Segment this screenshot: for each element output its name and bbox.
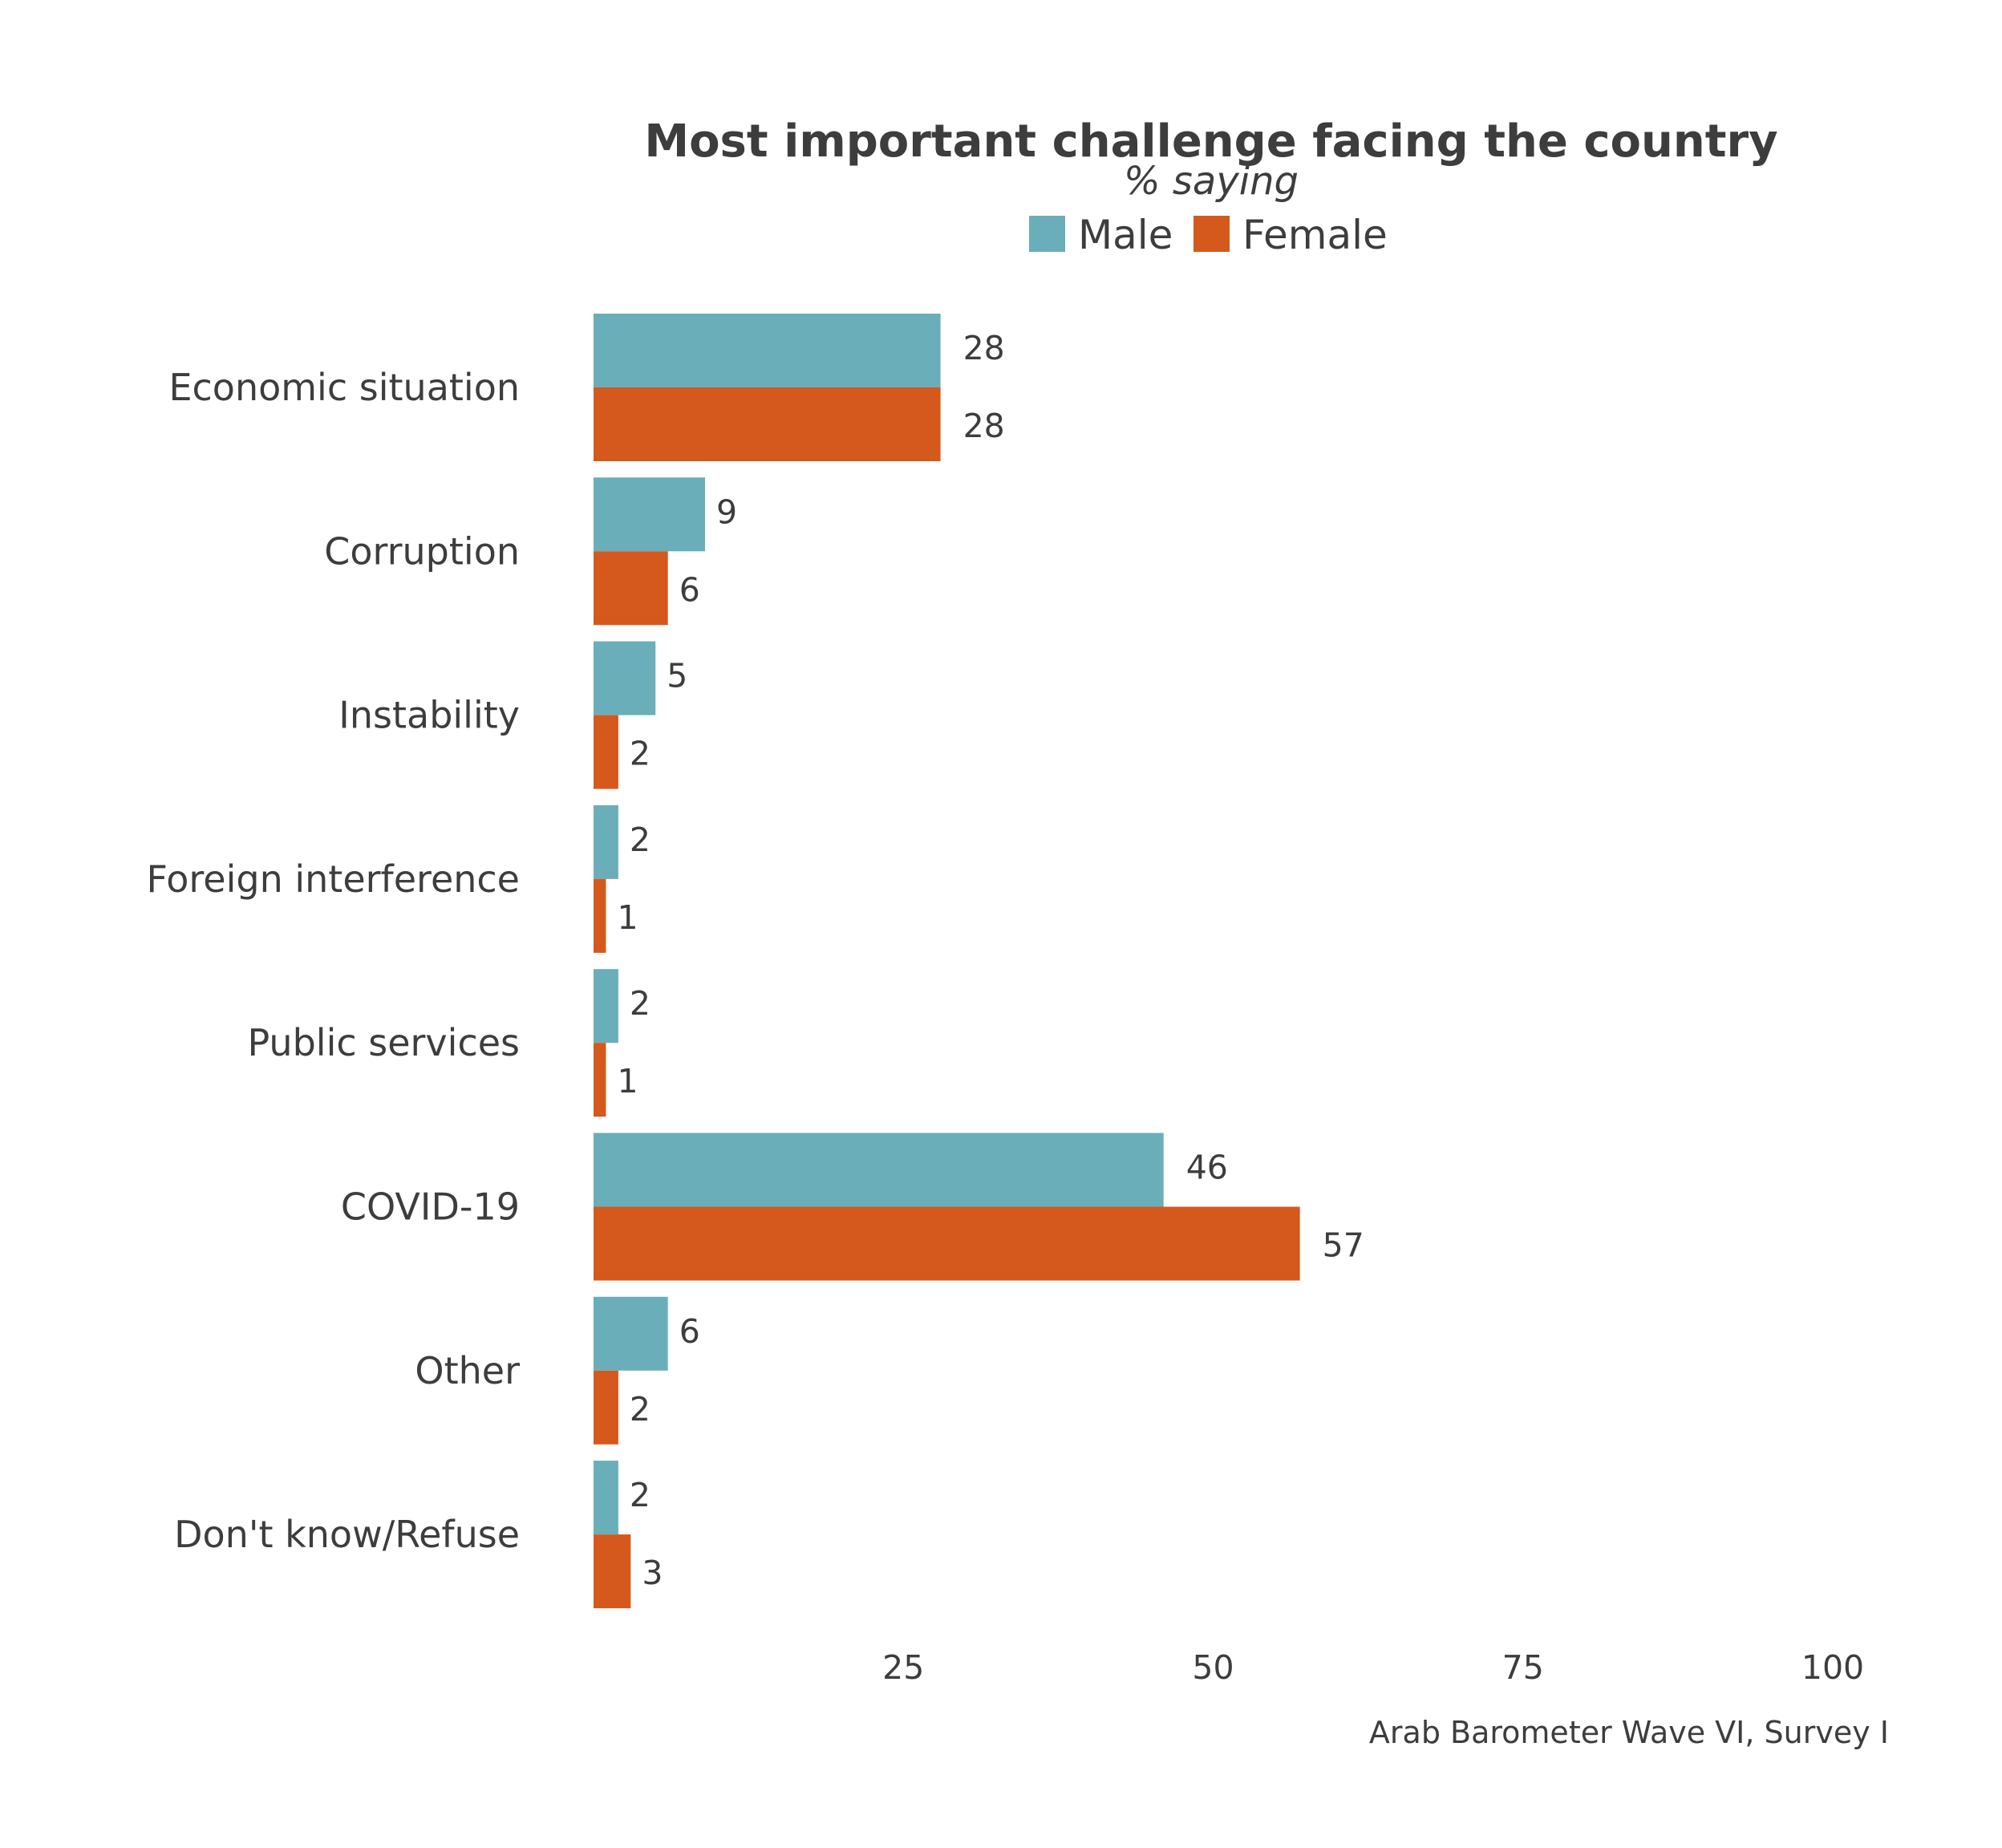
category-label-corruption: Corruption [324,529,520,573]
legend-label-female: Female [1242,212,1388,258]
value-label-female-don-t-know-refuse: 3 [642,1554,663,1592]
chart-caption: Arab Barometer Wave VI, Survey I [1369,1715,1889,1750]
bar-male-instability [594,641,656,715]
value-label-male-instability: 5 [667,657,687,695]
bar-female-foreign-interference [594,878,606,953]
value-label-male-corruption: 9 [716,492,737,531]
value-label-male-economic-situation: 28 [963,329,1005,367]
category-label-public-services: Public services [248,1021,521,1064]
legend-label-male: Male [1078,212,1173,258]
x-axis-ticks: 25 50 75 100 [882,1648,1864,1687]
category-labels: Economic situation Corruption Instability F… [146,366,520,1556]
bar-female-covid-19 [594,1206,1300,1281]
bar-female-corruption [594,551,668,626]
value-label-female-instability: 2 [630,735,650,773]
category-label-other: Other [415,1349,520,1392]
x-tick-label-25: 25 [882,1648,924,1687]
bar-female-public-services [594,1043,606,1117]
value-label-female-corruption: 6 [679,570,700,609]
bars [594,314,1300,1609]
value-label-male-public-services: 2 [630,984,650,1023]
bar-female-economic-situation [594,387,941,461]
value-label-male-other: 6 [679,1312,700,1351]
bar-male-foreign-interference [594,804,618,879]
legend: Male Female [1029,212,1388,258]
chart-title: Most important challenge facing the coun… [644,116,1777,168]
category-label-covid-19: COVID-19 [341,1185,520,1229]
bar-female-don-t-know-refuse [594,1534,631,1609]
category-label-economic-situation: Economic situation [168,366,520,409]
bar-male-other [594,1296,668,1371]
value-label-female-economic-situation: 28 [963,407,1005,445]
x-tick-label-100: 100 [1801,1648,1864,1687]
value-label-male-don-t-know-refuse: 2 [630,1476,650,1514]
bar-male-economic-situation [594,314,941,387]
category-label-instability: Instability [338,694,520,737]
legend-swatch-male [1029,216,1065,252]
x-tick-label-50: 50 [1192,1648,1234,1687]
value-label-female-public-services: 1 [617,1062,638,1100]
x-tick-label-75: 75 [1502,1648,1544,1687]
bar-female-other [594,1370,618,1445]
bar-male-corruption [594,477,706,552]
bar-female-instability [594,715,618,789]
value-label-female-other: 2 [630,1390,650,1429]
bar-male-public-services [594,969,618,1044]
category-label-foreign-interference: Foreign interference [146,857,520,901]
category-label-don-t-know-refuse: Don't know/Refuse [174,1513,520,1556]
bar-male-covid-19 [594,1133,1164,1207]
value-label-female-foreign-interference: 1 [617,898,638,937]
value-label-male-foreign-interference: 2 [630,821,650,859]
chart-subtitle: % saying [1124,159,1299,204]
bar-male-don-t-know-refuse [594,1461,618,1535]
value-label-female-covid-19: 57 [1323,1226,1364,1265]
value-label-male-covid-19: 46 [1186,1149,1228,1187]
legend-swatch-female [1194,216,1230,252]
